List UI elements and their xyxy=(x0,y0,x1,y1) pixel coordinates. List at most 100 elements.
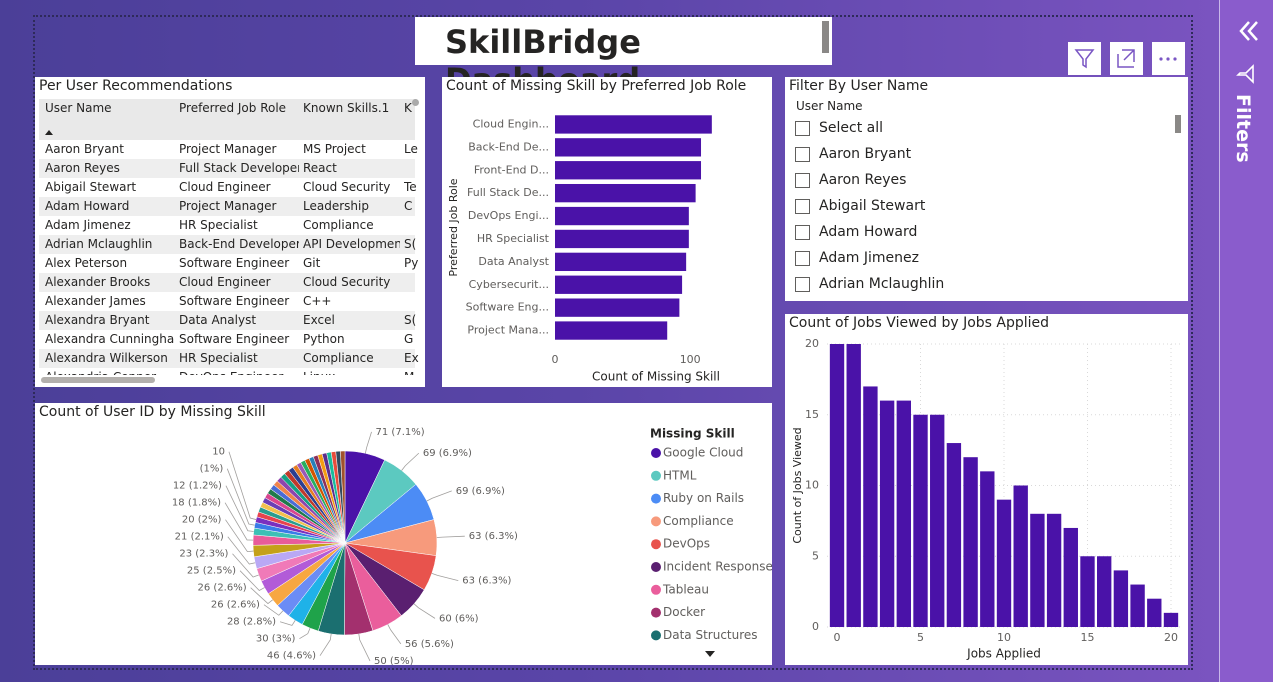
table-cell: Compliance xyxy=(303,351,374,365)
table-cell: Alexandria Conner xyxy=(45,370,175,375)
leader-line xyxy=(387,624,402,645)
collapse-icon[interactable] xyxy=(1239,21,1258,41)
table-cell: Aaron Reyes xyxy=(45,161,120,175)
filters-pane[interactable]: Filters xyxy=(1219,0,1273,682)
bar xyxy=(1113,570,1129,627)
bar-chart: 0 100 Cloud Engin... Back-End De... Front-En… xyxy=(447,115,720,384)
leader-line xyxy=(227,536,256,565)
y-tick-label: 5 xyxy=(812,549,819,562)
table-cell: Software Engineer xyxy=(179,332,290,346)
table-row xyxy=(39,292,415,311)
chart-title: Count of User ID by Missing Skill xyxy=(39,404,266,420)
leader-line xyxy=(225,485,254,532)
bar xyxy=(555,229,689,249)
filters-label: Filters xyxy=(1232,94,1254,163)
table-cell: G xyxy=(404,332,414,346)
legend-label: Docker xyxy=(663,605,705,619)
slicer-item[interactable]: Select all xyxy=(795,120,883,136)
filter-button[interactable] xyxy=(1068,42,1101,75)
table-cell: Project Manager xyxy=(179,199,277,213)
table-cell: Py xyxy=(404,256,419,270)
leader-line xyxy=(226,468,255,526)
table-cell: C++ xyxy=(303,294,332,308)
table-cell: C xyxy=(404,199,413,213)
table-cell: Adrian Mclaughlin xyxy=(45,237,153,251)
leader-line xyxy=(319,633,332,656)
bar xyxy=(1080,556,1095,627)
y-tick-label: DevOps Engi... xyxy=(468,209,549,222)
pie-visual: Count of User ID by Missing Skill 71 (7.… xyxy=(35,403,772,665)
bar xyxy=(846,344,861,627)
legend-swatch xyxy=(651,584,661,595)
bar xyxy=(555,138,702,157)
leader-line xyxy=(279,620,296,626)
table-cell: MS Project xyxy=(303,142,366,156)
y-tick-label: 20 xyxy=(805,337,819,350)
slicer-item-label: Adrian Mclaughlin xyxy=(819,276,945,292)
pie-chart: 71 (7.1%) 69 (6.9%) 69 (6.9%) 63 (6.3%) 63 (… xyxy=(172,427,772,666)
y-tick-label: Software Eng... xyxy=(466,301,549,314)
checkbox xyxy=(795,198,810,214)
data-label: 71 (7.1%) xyxy=(376,427,425,438)
data-label: 63 (6.3%) xyxy=(462,576,511,587)
checkbox xyxy=(795,250,810,266)
h-scroll-thumb[interactable] xyxy=(41,377,155,383)
x-tick-label: 5 xyxy=(917,631,924,644)
table-cell: Te xyxy=(404,180,417,194)
table-cell: Le xyxy=(404,142,418,156)
table-cell: Alexandra Bryant xyxy=(45,313,150,327)
slicer-item[interactable]: Adrian Mclaughlin xyxy=(795,276,944,292)
table-cell: Cloud Security xyxy=(303,180,391,194)
slicer-item[interactable]: Aaron Bryant xyxy=(795,146,911,162)
table-cell: Excel xyxy=(303,313,335,327)
leader-line xyxy=(358,633,371,662)
data-label: 30 (3%) xyxy=(256,634,296,645)
data-label: 50 (5%) xyxy=(374,656,414,665)
table-cell: Alexander Brooks xyxy=(45,275,151,289)
data-label: 56 (5.6%) xyxy=(405,639,454,650)
slicer-visual: Filter By User Name User Name Select all… xyxy=(785,77,1188,301)
slicer-scroll-thumb[interactable] xyxy=(1175,115,1181,133)
bar xyxy=(980,471,995,627)
legend-label: Incident Response xyxy=(663,560,772,574)
slicer-item-label: Adam Howard xyxy=(819,224,918,240)
data-label: 28 (2.8%) xyxy=(227,617,276,628)
checkbox xyxy=(795,224,810,240)
table-cell: Software Engineer xyxy=(179,294,290,308)
table-row xyxy=(39,197,415,216)
bar xyxy=(555,275,683,294)
table-title: Per User Recommendations xyxy=(39,78,233,94)
table-cell: Aaron Bryant xyxy=(45,142,124,156)
chart-title: Count of Jobs Viewed by Jobs Applied xyxy=(789,315,1050,331)
x-tick-label: 20 xyxy=(1164,631,1178,644)
v-scroll-thumb xyxy=(412,99,419,106)
y-tick-label: 0 xyxy=(812,620,819,633)
pie-slice xyxy=(340,450,346,544)
leader-line xyxy=(250,587,273,605)
slicer-item[interactable]: Adam Howard xyxy=(795,224,917,240)
table-cell: Data Analyst xyxy=(179,313,257,327)
table-cell: Software Engineer xyxy=(179,256,290,270)
slicer-item[interactable]: Aaron Reyes xyxy=(795,172,906,188)
column-chart: 0 5 10 15 20 0 5 10 15 20 Jobs Applied Count of Job… xyxy=(791,337,1181,661)
table-row xyxy=(39,330,415,349)
dot xyxy=(1166,57,1170,61)
filter-icon xyxy=(1074,49,1095,69)
slicer-item[interactable]: Adam Jimenez xyxy=(795,250,919,266)
table-cell: Cloud Engineer xyxy=(179,180,271,194)
data-label: (1%) xyxy=(200,464,224,475)
leader-line xyxy=(228,451,257,520)
legend-swatch xyxy=(651,539,661,550)
legend-label: Tableau xyxy=(662,582,709,596)
y-axis-label: Preferred Job Role xyxy=(447,178,460,276)
slicer-item[interactable]: Abigail Stewart xyxy=(795,198,925,214)
table-cell: Python xyxy=(303,332,345,346)
legend-label: DevOps xyxy=(663,537,710,551)
data-label: 18 (1.8%) xyxy=(172,498,221,509)
table-row xyxy=(39,140,415,159)
leader-line xyxy=(436,535,465,538)
data-label: 26 (2.6%) xyxy=(211,600,260,611)
table-cell: Leadership xyxy=(303,199,369,213)
column-header: K xyxy=(404,101,412,115)
bar xyxy=(555,321,668,340)
